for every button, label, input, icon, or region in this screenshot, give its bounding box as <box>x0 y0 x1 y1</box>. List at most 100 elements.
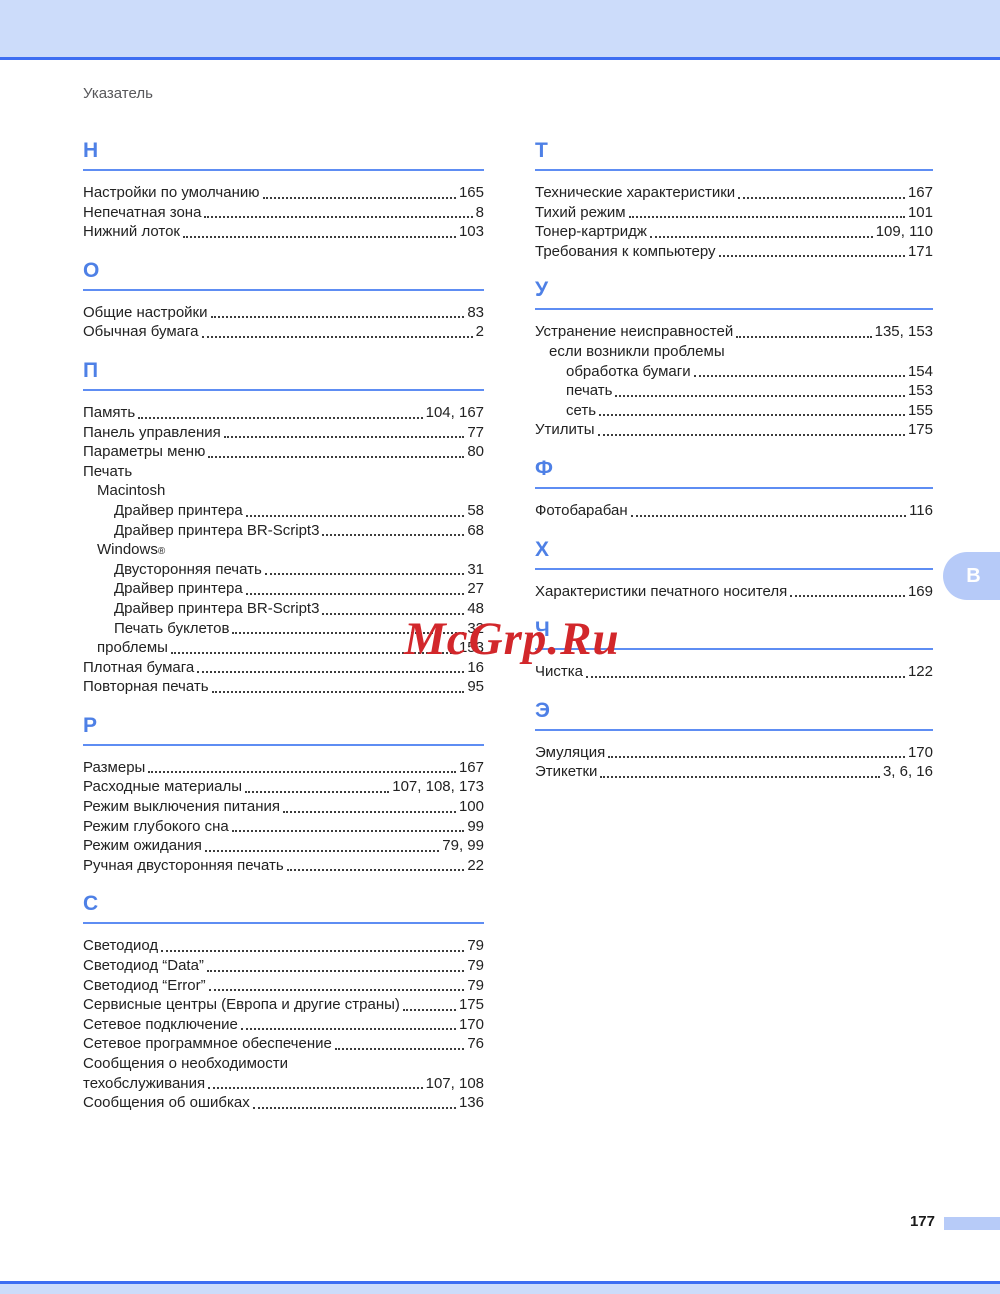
index-entry-label: Сообщения о необходимости <box>83 1055 289 1072</box>
section-letter: О <box>83 260 484 291</box>
dot-leader <box>649 235 873 238</box>
page-number-ref: 80 <box>467 443 484 461</box>
index-entry-label: Тихий режим <box>535 203 626 221</box>
dot-leader <box>252 1106 456 1109</box>
dot-leader <box>628 216 905 219</box>
index-entry-label: Требования к компьютеру <box>535 242 716 260</box>
index-entry-label: Ручная двусторонняя печать <box>83 856 284 874</box>
index-entry-label: Характеристики печатного носителя <box>535 582 788 600</box>
page-number-ref: 101 <box>907 203 933 221</box>
index-entry-label: Память <box>83 403 136 421</box>
index-section: Р Размеры 167 Расходные материалы 107, 108, … <box>83 715 484 876</box>
section-letter: Х <box>535 539 933 570</box>
index-entry: Непечатная зона 8 <box>83 203 484 223</box>
index-entry: Устранение неисправностей 135, 153 <box>535 322 933 342</box>
index-entry: Повторная печать 95 <box>83 677 484 697</box>
index-entry-label: Фотобарабан <box>535 501 628 519</box>
index-entry-label: Двусторонняя печать <box>114 560 262 578</box>
index-entry: Сообщения об ошибках 136 <box>83 1093 484 1113</box>
index-entry: Светодиод “Error” 79 <box>83 976 484 996</box>
index-entry: Печать буклетов 32 <box>83 619 484 639</box>
dot-leader <box>608 756 905 759</box>
index-entry: Светодиод “Data” 79 <box>83 956 484 976</box>
index-column-right: Т Технические характеристики 167 Тихий режи… <box>535 140 933 800</box>
index-entry: Ручная двусторонняя печать 22 <box>83 856 484 876</box>
index-entry-label: Macintosh <box>97 482 166 500</box>
index-entry: обработка бумаги 154 <box>535 362 933 382</box>
index-entry: Чистка 122 <box>535 662 933 682</box>
index-entry-label: сеть <box>566 401 597 419</box>
index-section: С Светодиод 79 Светодиод “Data” 79 Светодиод … <box>83 893 484 1112</box>
index-entry: Память 104, 167 <box>83 403 484 423</box>
dot-leader <box>600 775 880 778</box>
index-entry-label: обработка бумаги <box>566 362 691 380</box>
dot-leader <box>211 690 465 693</box>
page-number-ref: 8 <box>475 203 484 221</box>
index-entry-label: Драйвер принтера BR-Script3 <box>114 521 320 539</box>
page-number-ref: 22 <box>467 856 484 874</box>
index-entry: печать 153 <box>535 381 933 401</box>
index-entry: Режим глубокого сна 99 <box>83 817 484 837</box>
page-number-ref: 136 <box>458 1094 484 1112</box>
index-entry-label: Режим выключения питания <box>83 798 281 816</box>
running-head: Указатель <box>83 85 153 102</box>
index-entry: если возникли проблемы <box>535 342 933 362</box>
page-number-ref: 31 <box>467 560 484 578</box>
index-entry-label: Обычная бумага <box>83 323 199 341</box>
section-entries: Общие настройки 83 Обычная бумага 2 <box>83 303 484 342</box>
page-number-ref: 154 <box>907 362 933 380</box>
page-number-ref: 153 <box>907 382 933 400</box>
section-letter: Э <box>535 700 933 731</box>
index-entry: Общие настройки 83 <box>83 303 484 323</box>
index-entry: Обычная бумага 2 <box>83 322 484 342</box>
index-entry-label: Сообщения об ошибках <box>83 1094 250 1112</box>
dot-leader <box>264 573 465 576</box>
page-number-ref: 122 <box>907 663 933 681</box>
index-entry-label: Драйвер принтера <box>114 501 243 519</box>
page-number-ref: 167 <box>907 184 933 201</box>
dot-leader <box>245 592 465 595</box>
section-entries: Характеристики печатного носителя 169 <box>535 582 933 602</box>
index-entry-label: Панель управления <box>83 423 221 441</box>
index-entry-label: Непечатная зона <box>83 203 202 221</box>
dot-leader <box>245 514 465 517</box>
index-entry: Характеристики печатного носителя 169 <box>535 582 933 602</box>
page-number-ref: 175 <box>458 996 484 1014</box>
index-entry: Панель управления 77 <box>83 423 484 443</box>
index-entry-label: Настройки по умолчанию <box>83 184 260 201</box>
dot-leader <box>402 1008 456 1011</box>
dot-leader <box>585 675 905 678</box>
dot-leader <box>240 1028 456 1031</box>
section-entries: Размеры 167 Расходные материалы 107, 108, 1… <box>83 758 484 876</box>
footer-band <box>0 1281 1000 1294</box>
index-entry-label: Режим ожидания <box>83 837 202 855</box>
section-entries: Фотобарабан 116 <box>535 501 933 521</box>
index-entry: Драйвер принтера BR-Script3 68 <box>83 521 484 541</box>
page-number-ref: 109, 110 <box>875 223 933 241</box>
index-entry-label: Драйвер принтера <box>114 580 243 598</box>
index-entry-label: Общие настройки <box>83 303 208 321</box>
index-section: Ф Фотобарабан 116 <box>535 458 933 521</box>
index-entry: Фотобарабан 116 <box>535 501 933 521</box>
index-entry: Светодиод 79 <box>83 936 484 956</box>
page-number-ref: 167 <box>458 758 484 776</box>
index-section: О Общие настройки 83 Обычная бумага 2 <box>83 260 484 342</box>
page-number-ref: 170 <box>458 1015 484 1033</box>
dot-leader <box>334 1048 465 1050</box>
index-entry: Параметры меню 80 <box>83 442 484 462</box>
index-section: Н Настройки по умолчанию 165 Непечатная зон… <box>83 140 484 242</box>
index-entry: Сетевое подключение 170 <box>83 1015 484 1035</box>
index-entry-label: Повторная печать <box>83 678 209 696</box>
page-number-ref: 107, 108 <box>425 1074 484 1092</box>
dot-leader <box>718 255 905 258</box>
index-column-left: Н Настройки по умолчанию 165 Непечатная зон… <box>83 140 484 1131</box>
index-entry: Технические характеристики 167 <box>535 183 933 203</box>
watermark: McGrp.Ru <box>404 613 620 665</box>
page-number-ref: 165 <box>458 184 484 201</box>
dot-leader <box>231 830 465 833</box>
dot-leader <box>790 595 905 598</box>
dot-leader <box>183 235 456 238</box>
page-number-ref: 103 <box>458 223 484 241</box>
dot-leader <box>208 455 465 458</box>
